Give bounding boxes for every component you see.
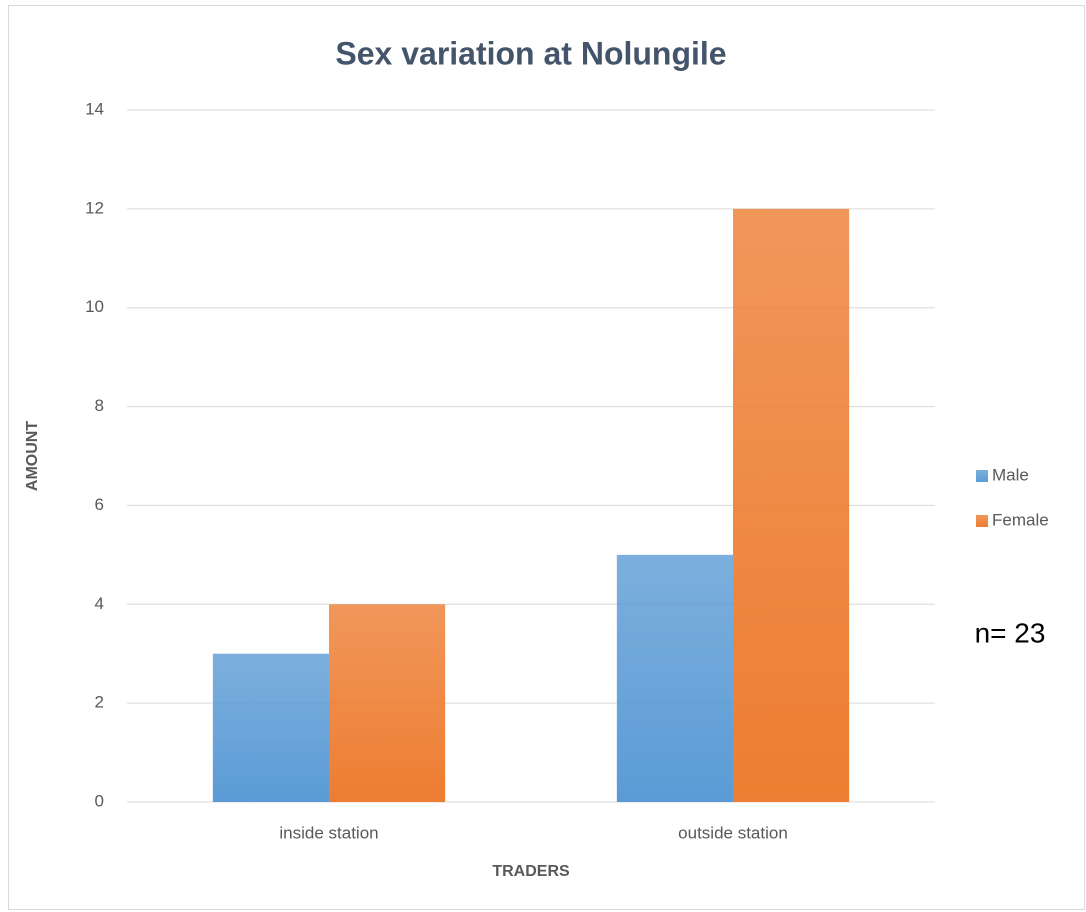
y-tick-label: 2 bbox=[95, 693, 104, 712]
x-tick-label: outside station bbox=[678, 823, 788, 842]
y-tick-label: 14 bbox=[85, 99, 104, 118]
annotation: n= 23 bbox=[975, 617, 1046, 648]
x-axis-label: TRADERS bbox=[492, 863, 570, 880]
legend-label: Female bbox=[992, 510, 1049, 529]
bar bbox=[733, 208, 850, 802]
y-axis-label: AMOUNT bbox=[24, 421, 41, 491]
legend-marker bbox=[976, 515, 988, 527]
y-tick-label: 0 bbox=[95, 791, 104, 810]
bar bbox=[616, 554, 733, 802]
x-tick-label: inside station bbox=[279, 823, 378, 842]
y-tick-label: 6 bbox=[95, 495, 104, 514]
chart-title: Sex variation at Nolungile bbox=[335, 35, 726, 71]
y-tick-label: 8 bbox=[95, 396, 104, 415]
y-tick-label: 12 bbox=[85, 198, 104, 217]
bar bbox=[329, 604, 446, 802]
y-tick-label: 4 bbox=[95, 594, 104, 613]
legend-marker bbox=[976, 470, 988, 482]
y-tick-label: 10 bbox=[85, 297, 104, 316]
legend-label: Male bbox=[992, 465, 1029, 484]
chart-border bbox=[8, 5, 1085, 910]
bar bbox=[212, 653, 329, 802]
